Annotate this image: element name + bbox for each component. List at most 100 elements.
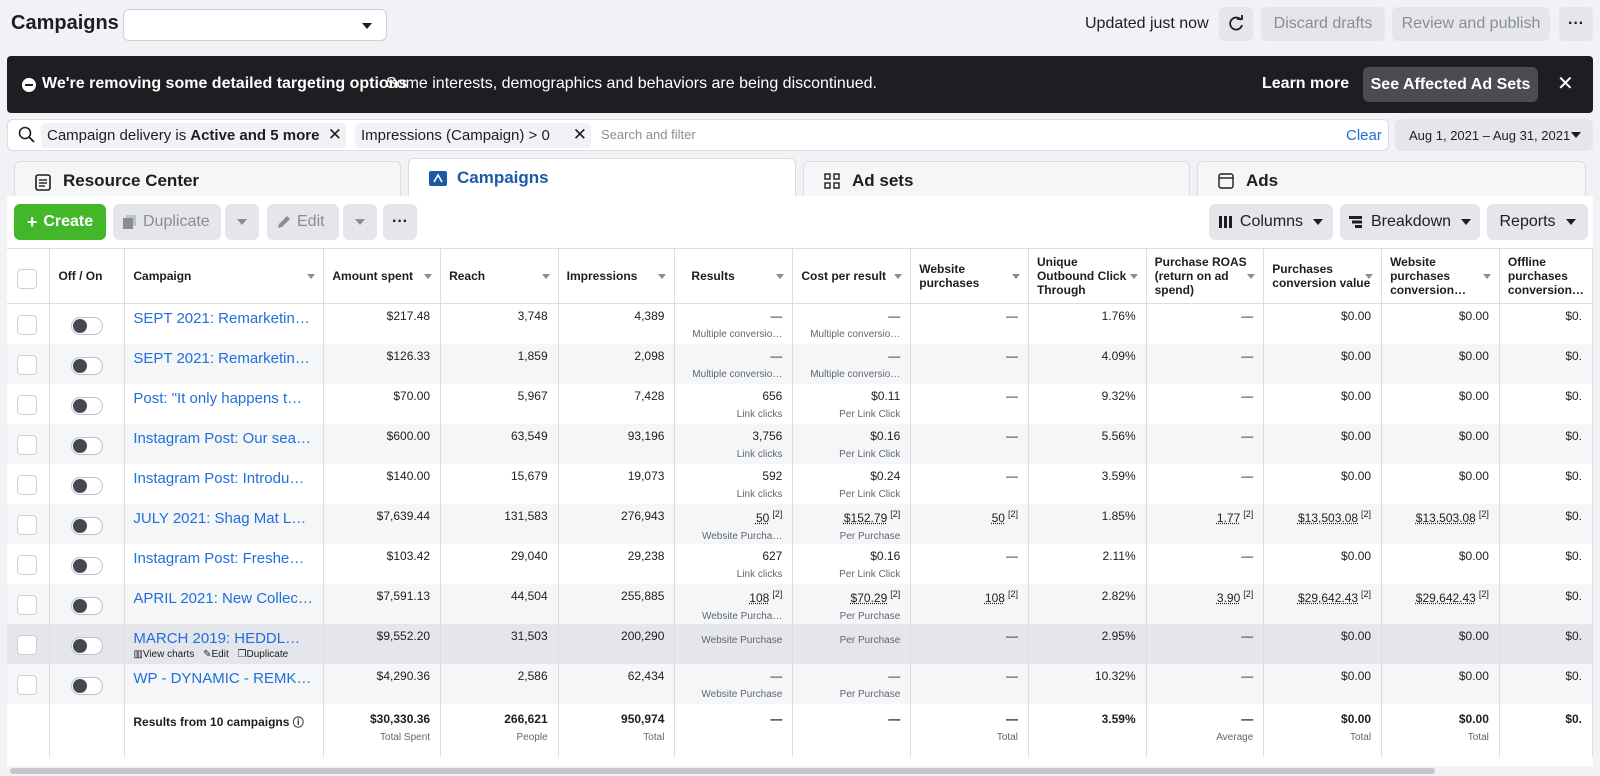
column-header[interactable]: Unique Outbound Click Through <box>1028 248 1147 304</box>
date-range-picker[interactable]: Aug 1, 2021 – Aug 31, 2021 <box>1395 119 1593 151</box>
metric-value[interactable]: 108 <box>984 590 1005 605</box>
discard-drafts-button[interactable]: Discard drafts <box>1261 7 1385 41</box>
on-off-toggle[interactable] <box>71 317 104 335</box>
metric-value[interactable]: 50 <box>755 510 770 525</box>
row-checkbox[interactable] <box>17 315 37 335</box>
metric-value[interactable]: 50 <box>991 510 1005 525</box>
column-header[interactable]: Offline purchases conversion… <box>1499 248 1594 304</box>
more-actions-button[interactable]: ··· <box>383 204 417 240</box>
see-affected-ad-sets-button[interactable]: See Affected Ad Sets <box>1363 67 1538 102</box>
row-checkbox[interactable] <box>17 554 37 575</box>
column-header[interactable]: Off / On <box>49 248 126 304</box>
column-header[interactable]: Results <box>674 248 794 304</box>
campaign-name-cell[interactable]: MARCH 2019: HEDDL… ▥View charts ✎Edit ❐Du… <box>124 623 325 664</box>
campaign-name-link[interactable]: JULY 2021: Shag Mat L… <box>133 509 307 527</box>
column-header[interactable]: Website purchases conversion… <box>1381 248 1500 304</box>
sort-caret-icon[interactable] <box>1365 274 1374 279</box>
info-icon[interactable]: ⓘ <box>292 716 304 729</box>
campaign-name-cell[interactable]: Instagram Post: Introdu… <box>124 463 325 504</box>
campaign-name-cell[interactable]: APRIL 2021: New Collec… <box>124 583 325 624</box>
campaign-name-link[interactable]: MARCH 2019: HEDDL… <box>133 629 301 647</box>
row-checkbox[interactable] <box>17 474 37 495</box>
table-row[interactable]: SEPT 2021: Remarketin… $217.48 3,748 4,389 —… <box>7 303 1594 344</box>
create-button[interactable]: + Create <box>14 204 106 240</box>
campaign-name-cell[interactable]: SEPT 2021: Remarketin… <box>124 303 325 344</box>
campaign-name-cell[interactable]: Instagram Post: Freshe… <box>124 543 325 584</box>
column-header[interactable]: Purchase ROAS (return on ad spend) <box>1146 248 1265 304</box>
edit-dropdown-button[interactable] <box>343 204 377 240</box>
metric-value[interactable]: $13,503.08 <box>1415 510 1476 525</box>
metric-value[interactable]: $152.79 <box>843 510 888 525</box>
columns-button[interactable]: Columns <box>1209 204 1333 240</box>
campaign-name-cell[interactable]: Instagram Post: Our sea… <box>124 423 325 464</box>
row-checkbox[interactable] <box>17 634 37 655</box>
on-off-toggle[interactable] <box>71 476 104 495</box>
column-header[interactable]: Campaign <box>124 248 325 304</box>
table-row[interactable]: Instagram Post: Our sea… $600.00 63,549 93,… <box>7 423 1594 464</box>
campaign-name-link[interactable]: SEPT 2021: Remarketin… <box>133 349 310 367</box>
tab-campaigns[interactable]: Campaigns <box>408 158 796 198</box>
sort-caret-icon[interactable] <box>894 274 903 279</box>
campaign-name-link[interactable]: Post: "It only happens t… <box>133 389 303 407</box>
sort-caret-icon[interactable] <box>1129 274 1138 279</box>
table-row[interactable]: Post: "It only happens t… $70.00 5,967 7,42… <box>7 383 1594 424</box>
learn-more-link[interactable]: Learn more <box>1262 75 1350 92</box>
on-off-toggle[interactable] <box>71 436 104 455</box>
sort-caret-icon[interactable] <box>541 274 550 279</box>
sort-caret-icon[interactable] <box>424 274 433 279</box>
column-header[interactable]: Cost per result <box>792 248 912 304</box>
campaign-name-cell[interactable]: SEPT 2021: Remarketin… <box>124 343 325 384</box>
view-charts-link[interactable]: View charts <box>142 648 195 660</box>
column-header[interactable]: Reach <box>440 248 559 304</box>
row-checkbox[interactable] <box>17 514 37 535</box>
table-row[interactable]: WP - DYNAMIC - REMK… $4,290.36 2,586 62,434… <box>7 663 1594 704</box>
sort-caret-icon[interactable] <box>307 274 316 279</box>
campaign-name-link[interactable]: WP - DYNAMIC - REMK… <box>133 669 312 687</box>
search-filter-bar[interactable]: Campaign delivery is Active and 5 more ✕… <box>7 119 1389 151</box>
reports-button[interactable]: Reports <box>1487 204 1588 240</box>
table-row[interactable]: SEPT 2021: Remarketin… $126.33 1,859 2,098 —… <box>7 343 1594 384</box>
campaign-name-link[interactable]: Instagram Post: Introdu… <box>133 469 305 487</box>
more-options-button[interactable]: ··· <box>1559 7 1593 41</box>
campaign-select-dropdown[interactable] <box>123 9 387 41</box>
tab-ads[interactable]: Ads <box>1197 161 1586 197</box>
select-all-checkbox[interactable] <box>17 269 37 289</box>
sort-caret-icon[interactable] <box>1482 274 1491 279</box>
duplicate-button[interactable]: Duplicate <box>113 204 221 240</box>
table-row[interactable]: Instagram Post: Freshe… $103.42 29,040 29,2… <box>7 543 1594 584</box>
sort-caret-icon[interactable] <box>1011 274 1020 279</box>
on-off-toggle[interactable] <box>71 556 104 575</box>
on-off-toggle[interactable] <box>71 596 104 615</box>
on-off-toggle[interactable] <box>71 636 104 655</box>
edit-link[interactable]: Edit <box>211 648 229 660</box>
table-row[interactable]: JULY 2021: Shag Mat L… $7,639.44 131,583 27… <box>7 503 1594 544</box>
metric-value[interactable]: 1.77 <box>1216 510 1241 525</box>
duplicate-dropdown-button[interactable] <box>225 204 259 240</box>
metric-value[interactable]: 108 <box>749 590 770 605</box>
campaign-name-link[interactable]: Instagram Post: Our sea… <box>133 429 311 447</box>
sort-caret-icon[interactable] <box>776 274 785 279</box>
row-checkbox[interactable] <box>17 594 37 615</box>
metric-value[interactable]: $29,642.43 <box>1297 590 1359 605</box>
row-checkbox[interactable] <box>17 674 37 695</box>
tab-ad-sets[interactable]: Ad sets <box>803 161 1190 197</box>
row-checkbox[interactable] <box>17 394 37 415</box>
breakdown-button[interactable]: Breakdown <box>1340 204 1480 240</box>
metric-value[interactable]: $13,503.08 <box>1297 510 1359 525</box>
search-input[interactable]: Search and filter <box>601 127 696 142</box>
sort-caret-icon[interactable] <box>658 274 667 279</box>
column-header[interactable]: Amount spent <box>323 248 442 304</box>
campaign-name-cell[interactable]: WP - DYNAMIC - REMK… <box>124 663 325 704</box>
campaign-name-cell[interactable]: JULY 2021: Shag Mat L… <box>124 503 325 544</box>
table-row[interactable]: MARCH 2019: HEDDL… ▥View charts ✎Edit ❐Du… <box>7 623 1594 664</box>
metric-value[interactable]: $29,642.43 <box>1415 590 1476 605</box>
table-row[interactable]: Instagram Post: Introdu… $140.00 15,679 19,… <box>7 463 1594 504</box>
metric-value[interactable]: 3.90 <box>1216 590 1241 605</box>
remove-filter-icon[interactable]: ✕ <box>572 125 587 144</box>
filter-chip-delivery[interactable]: Campaign delivery is Active and 5 more ✕ <box>41 123 346 148</box>
row-checkbox[interactable] <box>17 434 37 455</box>
on-off-toggle[interactable] <box>71 516 104 535</box>
refresh-button[interactable] <box>1219 7 1253 41</box>
on-off-toggle[interactable] <box>71 676 104 695</box>
filter-chip-impressions[interactable]: Impressions (Campaign) > 0 ✕ <box>355 123 591 148</box>
